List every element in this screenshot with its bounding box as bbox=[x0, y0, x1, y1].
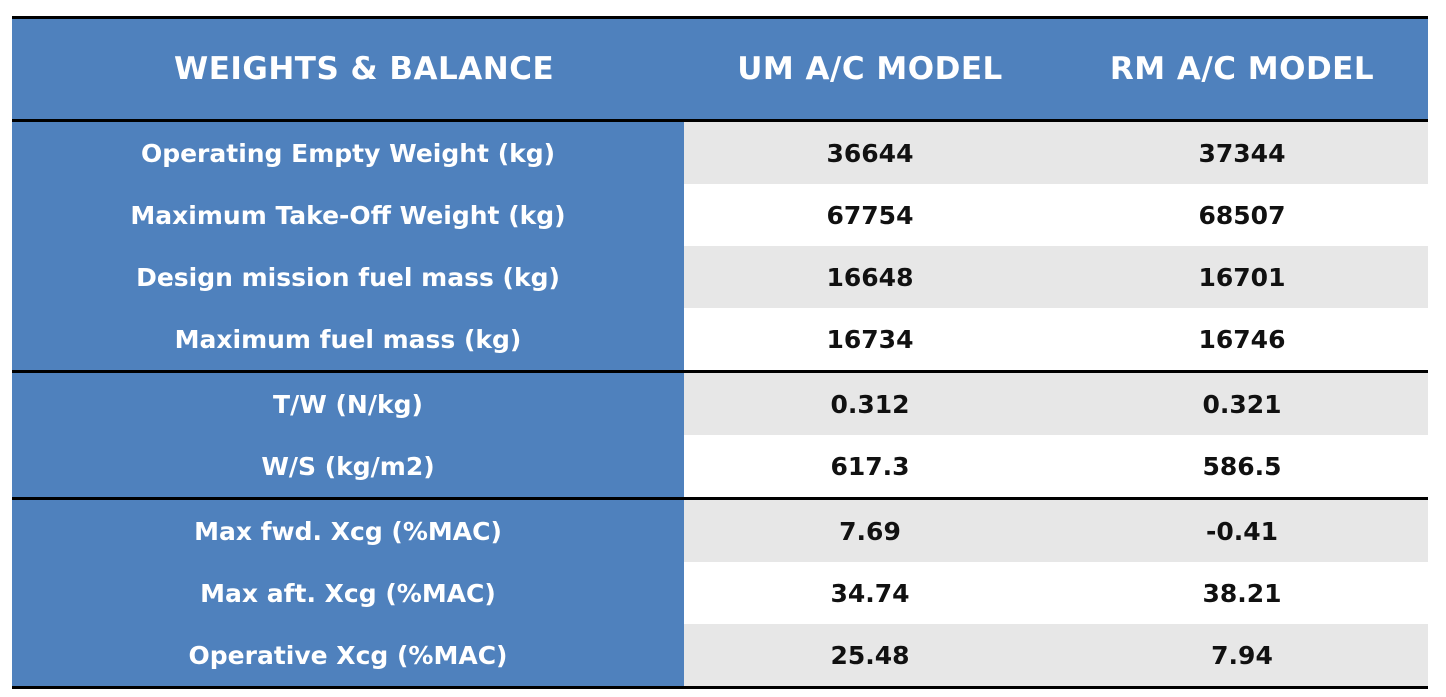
rm-value: 37344 bbox=[1056, 122, 1428, 184]
row-label: Design mission fuel mass (kg) bbox=[12, 246, 684, 308]
um-value: 617.3 bbox=[684, 435, 1056, 497]
table-row: T/W (N/kg) 0.312 0.321 bbox=[12, 373, 1428, 435]
rm-value: 16746 bbox=[1056, 308, 1428, 370]
table-row: Design mission fuel mass (kg) 16648 1670… bbox=[12, 246, 1428, 308]
table-header-row: WEIGHTS & BALANCE UM A/C MODEL RM A/C MO… bbox=[12, 16, 1428, 122]
row-label: Operating Empty Weight (kg) bbox=[12, 122, 684, 184]
table-row: Operative Xcg (%MAC) 25.48 7.94 bbox=[12, 624, 1428, 689]
row-label: Max aft. Xcg (%MAC) bbox=[12, 562, 684, 624]
table-row: Max aft. Xcg (%MAC) 34.74 38.21 bbox=[12, 562, 1428, 624]
um-value: 16734 bbox=[684, 308, 1056, 370]
rm-value: -0.41 bbox=[1056, 500, 1428, 562]
um-value: 36644 bbox=[684, 122, 1056, 184]
rm-value: 38.21 bbox=[1056, 562, 1428, 624]
um-value: 7.69 bbox=[684, 500, 1056, 562]
table-row: Max fwd. Xcg (%MAC) 7.69 -0.41 bbox=[12, 500, 1428, 562]
header-um-model: UM A/C MODEL bbox=[737, 51, 1003, 87]
um-value: 34.74 bbox=[684, 562, 1056, 624]
rm-value: 16701 bbox=[1056, 246, 1428, 308]
table-row: Maximum Take-Off Weight (kg) 67754 68507 bbox=[12, 184, 1428, 246]
rm-value: 0.321 bbox=[1056, 373, 1428, 435]
rm-value: 586.5 bbox=[1056, 435, 1428, 497]
um-value: 16648 bbox=[684, 246, 1056, 308]
table-row: Operating Empty Weight (kg) 36644 37344 bbox=[12, 122, 1428, 184]
row-label: Operative Xcg (%MAC) bbox=[12, 624, 684, 686]
um-value: 0.312 bbox=[684, 373, 1056, 435]
row-label: Max fwd. Xcg (%MAC) bbox=[12, 500, 684, 562]
um-value: 67754 bbox=[684, 184, 1056, 246]
table-row: Maximum fuel mass (kg) 16734 16746 bbox=[12, 308, 1428, 373]
weights-balance-table: WEIGHTS & BALANCE UM A/C MODEL RM A/C MO… bbox=[12, 16, 1428, 689]
row-label: Maximum fuel mass (kg) bbox=[12, 308, 684, 370]
um-value: 25.48 bbox=[684, 624, 1056, 686]
table-row: W/S (kg/m2) 617.3 586.5 bbox=[12, 435, 1428, 500]
header-rm-model: RM A/C MODEL bbox=[1109, 51, 1375, 87]
header-weights-balance: WEIGHTS & BALANCE bbox=[174, 51, 555, 87]
row-label: T/W (N/kg) bbox=[12, 373, 684, 435]
row-label: Maximum Take-Off Weight (kg) bbox=[12, 184, 684, 246]
rm-value: 7.94 bbox=[1056, 624, 1428, 686]
row-label: W/S (kg/m2) bbox=[12, 435, 684, 497]
rm-value: 68507 bbox=[1056, 184, 1428, 246]
